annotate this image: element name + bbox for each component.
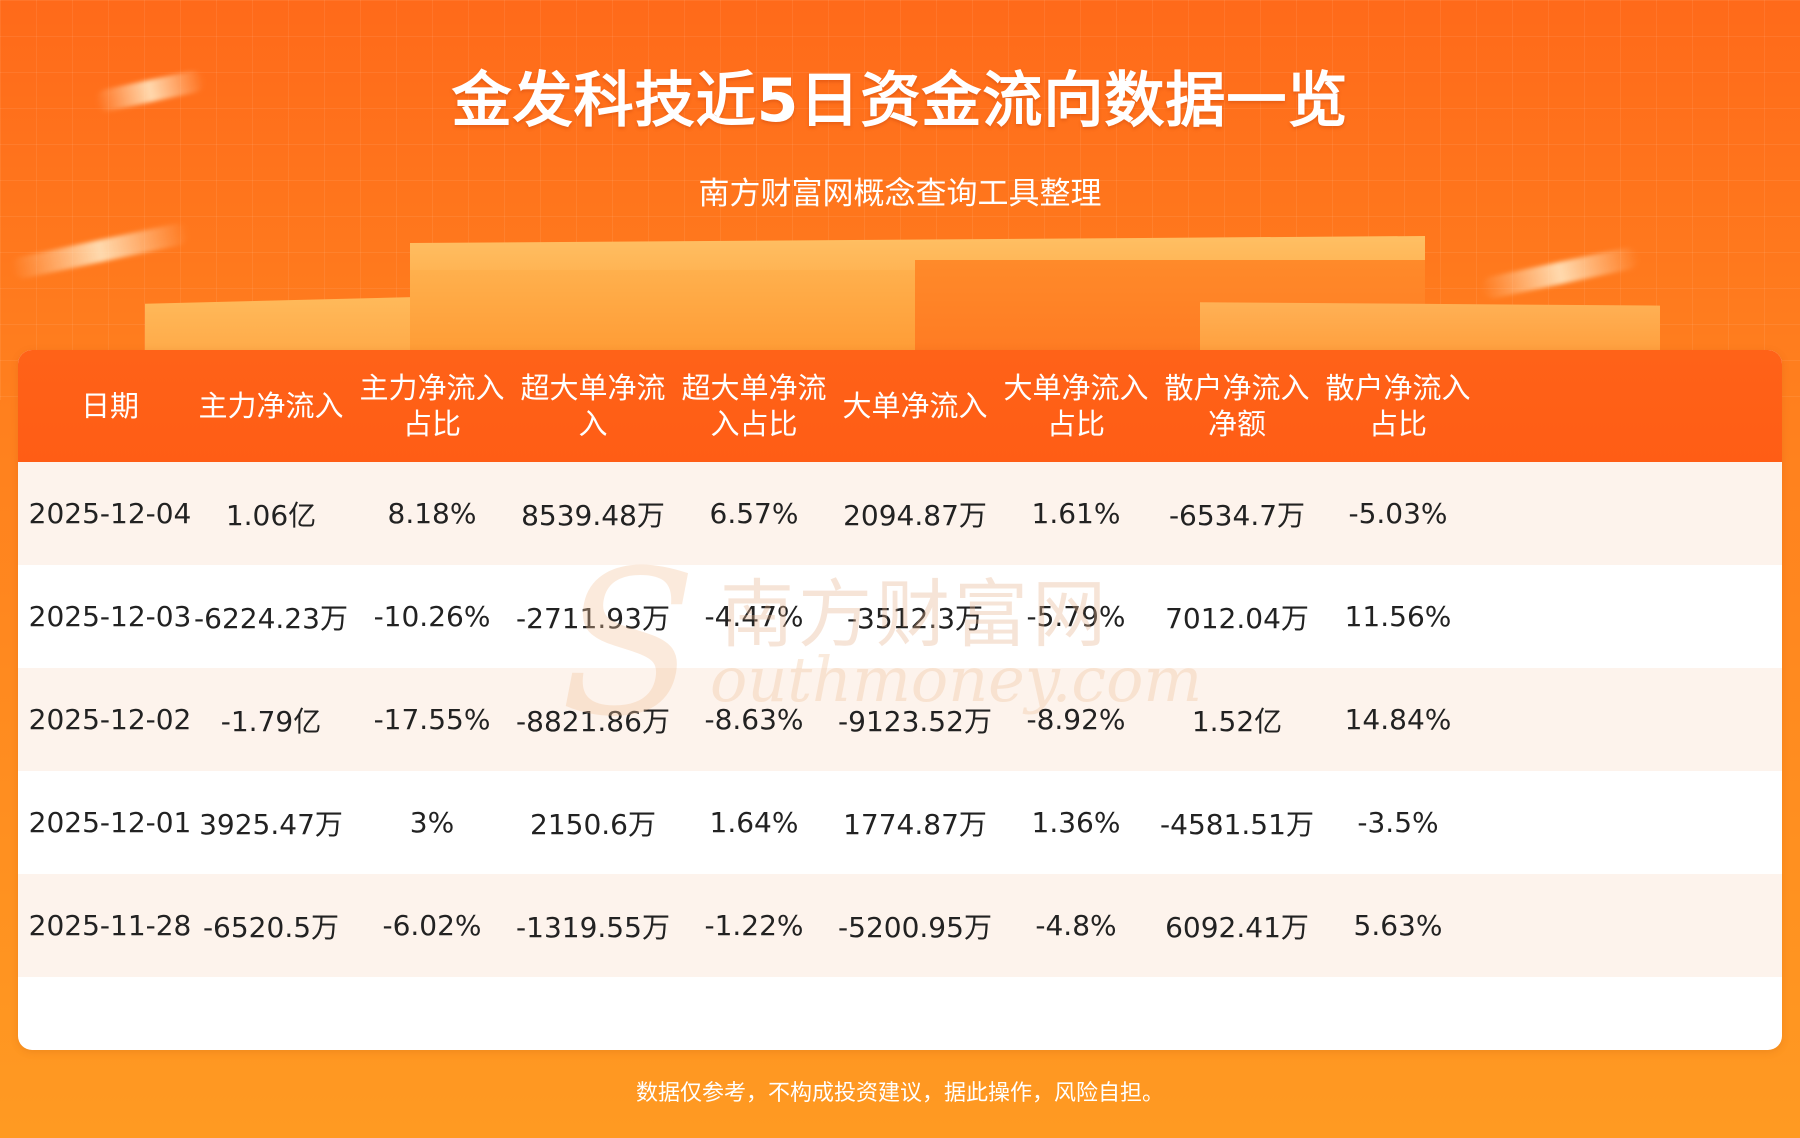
value-cell: -9123.52万: [838, 704, 992, 738]
column-header: 超大单净流 入占比: [681, 371, 827, 441]
column-header: 主力净流入: [198, 389, 344, 423]
table-row: 2025-12-03 -6224.23万 -10.26% -2711.93万 -4.47…: [18, 565, 1782, 668]
value-cell: -5.03%: [1348, 497, 1448, 530]
value-cell: -17.55%: [373, 703, 491, 736]
value-cell: 6092.41万: [1165, 910, 1309, 944]
column-header: 大单净流入 占比: [1003, 371, 1149, 441]
value-cell: -3.5%: [1357, 806, 1439, 839]
value-cell: -4.8%: [1035, 909, 1117, 942]
table-header-row: 日期 主力净流入 主力净流入 占比 超大单净流 入超大单净流 入占比 大单净流入 大单净流…: [18, 350, 1782, 462]
value-cell: 8539.48万: [521, 498, 665, 532]
value-cell: 3925.47万: [199, 807, 343, 841]
date-cell: 2025-12-03: [28, 600, 192, 633]
column-header: 散户净流入 净额: [1164, 371, 1310, 441]
value-cell: 1.06亿: [225, 498, 317, 532]
value-cell: 2150.6万: [530, 807, 656, 841]
value-cell: 14.84%: [1344, 703, 1452, 736]
column-header: 日期: [80, 389, 139, 423]
value-cell: -2711.93万: [516, 601, 670, 635]
value-cell: -6520.5万: [202, 910, 340, 944]
value-cell: 3%: [409, 806, 455, 839]
value-cell: -1319.55万: [516, 910, 670, 944]
value-cell: -5200.95万: [838, 910, 992, 944]
table-row: 2025-11-28 -6520.5万 -6.02% -1319.55万 -1.22% -…: [18, 874, 1782, 977]
table-card: 日期 主力净流入 主力净流入 占比 超大单净流 入超大单净流 入占比 大单净流入 大单净流…: [18, 350, 1782, 1050]
value-cell: 6.57%: [709, 497, 799, 530]
value-cell: 1774.87万: [843, 807, 987, 841]
table-row: 2025-12-01 3925.47万 3% 2150.6万 1.64% 1774.87万…: [18, 771, 1782, 874]
page-subtitle: 南方财富网概念查询工具整理: [698, 176, 1102, 212]
value-cell: -6224.23万: [194, 601, 348, 635]
value-cell: 1.61%: [1031, 497, 1121, 530]
value-cell: -10.26%: [373, 600, 491, 633]
value-cell: 8.18%: [387, 497, 477, 530]
value-cell: 1.36%: [1031, 806, 1121, 839]
page-title: 金发科技近5日资金流向数据一览: [451, 66, 1349, 136]
value-cell: 11.56%: [1344, 600, 1452, 633]
table-row: 2025-12-02 -1.79亿 -17.55% -8821.86万 -8.63% -9…: [18, 668, 1782, 771]
disclaimer-footer: 数据仅参考，不构成投资建议，据此操作，风险自担。: [635, 1081, 1164, 1106]
value-cell: 7012.04万: [1165, 601, 1309, 635]
value-cell: 5.63%: [1353, 909, 1443, 942]
value-cell: -4.47%: [704, 600, 804, 633]
date-cell: 2025-11-28: [28, 909, 192, 942]
value-cell: -1.79亿: [220, 704, 322, 738]
value-cell: -8821.86万: [516, 704, 670, 738]
column-header: 超大单净流 入: [520, 371, 666, 441]
value-cell: -6.02%: [382, 909, 482, 942]
value-cell: -5.79%: [1026, 600, 1126, 633]
column-header: 大单净流入: [842, 389, 988, 423]
date-cell: 2025-12-02: [28, 703, 192, 736]
value-cell: -4581.51万: [1160, 807, 1314, 841]
column-header: 散户净流入 占比: [1325, 371, 1471, 441]
value-cell: 1.64%: [709, 806, 799, 839]
date-cell: 2025-12-04: [28, 497, 192, 530]
value-cell: -8.92%: [1026, 703, 1126, 736]
value-cell: -6534.7万: [1168, 498, 1306, 532]
value-cell: 2094.87万: [843, 498, 987, 532]
column-header: 主力净流入 占比: [359, 371, 505, 441]
value-cell: 1.52亿: [1191, 704, 1283, 738]
table-row: 2025-12-04 1.06亿 8.18% 8539.48万 6.57% 2094.87…: [18, 462, 1782, 565]
podium-center-decoration: [410, 270, 915, 360]
value-cell: -1.22%: [704, 909, 804, 942]
date-cell: 2025-12-01: [28, 806, 192, 839]
value-cell: -3512.3万: [846, 601, 984, 635]
value-cell: -8.63%: [704, 703, 804, 736]
